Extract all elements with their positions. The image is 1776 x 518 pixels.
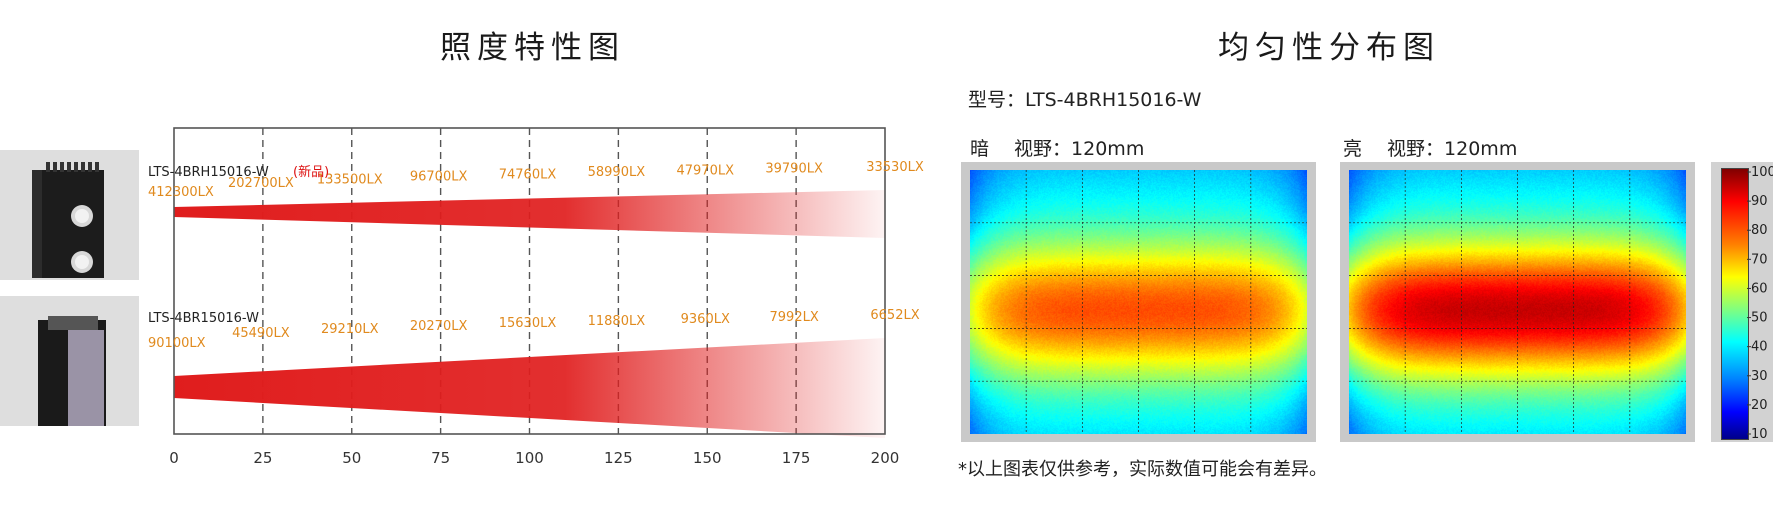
- x-tick-label: 100: [515, 449, 544, 467]
- dark-heatmap-frame: [961, 162, 1316, 442]
- colorbar-ticks: 100 90 80 70 60 50 40 30 20 10: [1747, 165, 1773, 442]
- x-tick-label: 125: [604, 449, 633, 467]
- colorbar: [1721, 168, 1749, 440]
- x-tick-label: 25: [253, 449, 272, 467]
- lux-label: 45490LX: [232, 326, 290, 341]
- product-photo-new: [0, 150, 139, 280]
- bright-heatmap-grid: [1349, 170, 1686, 434]
- x-axis-ticks: 0 25 50 75 100 125 150 175 200: [169, 449, 899, 467]
- lux-label: 9360LX: [681, 312, 730, 327]
- colorbar-tick-label: 70: [1751, 252, 1768, 267]
- beam-series-2: [174, 338, 885, 438]
- lux-label: 47970LX: [676, 163, 734, 178]
- x-tick-label: 150: [693, 449, 722, 467]
- colorbar-frame: 100 90 80 70 60 50 40 30 20 10: [1711, 162, 1773, 442]
- lux-label: 15630LX: [499, 316, 557, 331]
- product-photo-old: [0, 296, 139, 426]
- beam-series-1: [174, 190, 885, 238]
- dark-heatmap-label: 暗 视野：120mm: [970, 138, 1145, 160]
- lux-label: 58990LX: [588, 165, 646, 180]
- lux-label: 133500LX: [317, 173, 383, 188]
- footnote: *以上图表仅供参考，实际数值可能会有差异。: [958, 459, 1327, 480]
- model-label: 型号：LTS-4BRH15016-W: [968, 89, 1202, 111]
- lux-label: 11880LX: [588, 314, 646, 329]
- lux-label: 6652LX: [870, 308, 919, 323]
- lux-label: 39790LX: [765, 162, 823, 177]
- beam-shapes: [174, 190, 885, 438]
- lux-label: 90100LX: [148, 336, 206, 351]
- bright-heatmap-label: 亮 视野：120mm: [1343, 138, 1518, 160]
- lightbar-new-image: [32, 162, 104, 278]
- lux-label: 96700LX: [410, 170, 468, 185]
- x-tick-label: 175: [782, 449, 811, 467]
- x-tick-label: 200: [871, 449, 900, 467]
- colorbar-tick-label: 30: [1751, 369, 1768, 384]
- colorbar-tick-label: 80: [1751, 223, 1768, 238]
- lightbar-old-image: [38, 316, 106, 426]
- lux-label: 29210LX: [321, 322, 379, 337]
- colorbar-tick-label: 20: [1751, 398, 1768, 413]
- dark-heatmap-grid: [970, 170, 1307, 434]
- colorbar-tick-label: 10: [1751, 427, 1768, 442]
- lux-label: 74760LX: [499, 167, 557, 182]
- right-chart-title: 均匀性分布图: [1218, 30, 1440, 66]
- colorbar-tick-label: 50: [1751, 311, 1768, 326]
- plot-frame: [173, 127, 886, 435]
- x-tick-label: 75: [431, 449, 450, 467]
- lux-label: 202700LX: [228, 176, 294, 191]
- series-2-name: LTS-4BR15016-W: [148, 311, 259, 326]
- colorbar-tick-label: 60: [1751, 281, 1768, 296]
- left-chart-title: 照度特性图: [440, 30, 625, 66]
- colorbar-tick-label: 90: [1751, 194, 1768, 209]
- x-tick-label: 50: [342, 449, 361, 467]
- colorbar-tick-label: 40: [1751, 340, 1768, 355]
- lux-label: 7992LX: [770, 310, 819, 325]
- lux-label: 33530LX: [866, 160, 924, 175]
- lux-label: 20270LX: [410, 319, 468, 334]
- lux-labels: 412300LX 202700LX 133500LX 96700LX 74760LX 58…: [148, 160, 924, 351]
- illuminance-chart: 0 25 50 75 100 125 150 175 200 412300LX 202700LX 1…: [148, 127, 924, 467]
- x-tick-label: 0: [169, 449, 179, 467]
- bright-heatmap-frame: [1340, 162, 1695, 442]
- lux-label: 412300LX: [148, 185, 214, 200]
- new-tag: (新品): [293, 164, 329, 180]
- colorbar-tick-label: 100: [1751, 165, 1773, 180]
- series-1-name: LTS-4BRH15016-W: [148, 165, 269, 180]
